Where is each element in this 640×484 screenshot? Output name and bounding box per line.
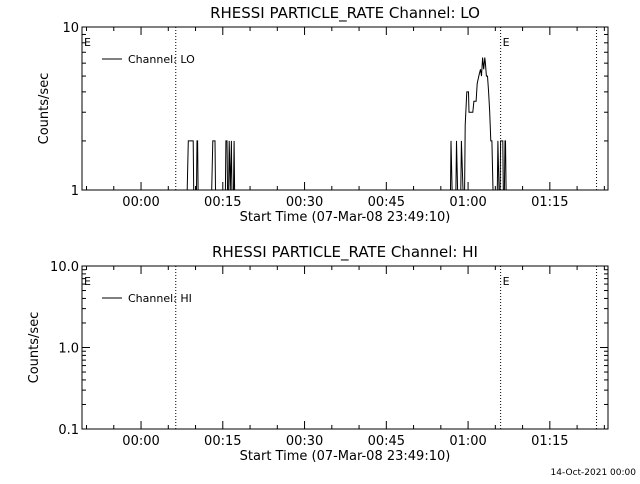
x-tick-label: 00:15 bbox=[204, 434, 241, 449]
x-tick-label: 00:00 bbox=[122, 434, 159, 449]
series-line-1 bbox=[82, 57, 507, 191]
x-tick-label: 00:30 bbox=[286, 434, 323, 449]
event-marker-label: E bbox=[84, 275, 91, 288]
panel-2: RHESSI PARTICLE_RATE Channel: HI Start Ti… bbox=[27, 243, 609, 464]
y-tick-label: 10 bbox=[62, 21, 79, 36]
plot-frame bbox=[81, 26, 609, 191]
y-tick-label: 10.0 bbox=[50, 260, 79, 275]
x-tick-label: 01:00 bbox=[449, 195, 486, 210]
y-axis-label: Counts/sec bbox=[27, 312, 42, 384]
y-axis-label: Counts/sec bbox=[37, 73, 52, 145]
x-tick-label: 01:15 bbox=[531, 434, 568, 449]
x-tick-label: 00:00 bbox=[122, 195, 159, 210]
chart-title: RHESSI PARTICLE_RATE Channel: LO bbox=[210, 4, 480, 23]
y-tick-label: 0.1 bbox=[58, 423, 79, 438]
x-axis-label: Start Time (07-Mar-08 23:49:10) bbox=[240, 210, 451, 225]
x-axis-label: Start Time (07-Mar-08 23:49:10) bbox=[240, 449, 451, 464]
event-marker-label: E bbox=[84, 36, 91, 49]
legend-label: Channel: HI bbox=[128, 292, 192, 305]
footer-timestamp: 14-Oct-2021 00:00 bbox=[551, 468, 637, 478]
x-tick-label: 01:00 bbox=[449, 434, 486, 449]
y-tick-label: 1.0 bbox=[58, 342, 79, 357]
x-tick-label: 01:15 bbox=[531, 195, 568, 210]
event-marker-label: E bbox=[503, 275, 510, 288]
event-marker-label: E bbox=[503, 36, 510, 49]
chart-title: RHESSI PARTICLE_RATE Channel: HI bbox=[212, 243, 478, 262]
x-tick-label: 00:15 bbox=[204, 195, 241, 210]
legend-label: Channel: LO bbox=[128, 53, 195, 66]
x-tick-label: 00:45 bbox=[368, 434, 405, 449]
x-tick-label: 00:45 bbox=[368, 195, 405, 210]
panel-1: RHESSI PARTICLE_RATE Channel: LO Start Ti… bbox=[37, 4, 609, 225]
plot-frame bbox=[81, 265, 609, 430]
x-tick-label: 00:30 bbox=[286, 195, 323, 210]
y-tick-label: 1 bbox=[71, 184, 79, 199]
